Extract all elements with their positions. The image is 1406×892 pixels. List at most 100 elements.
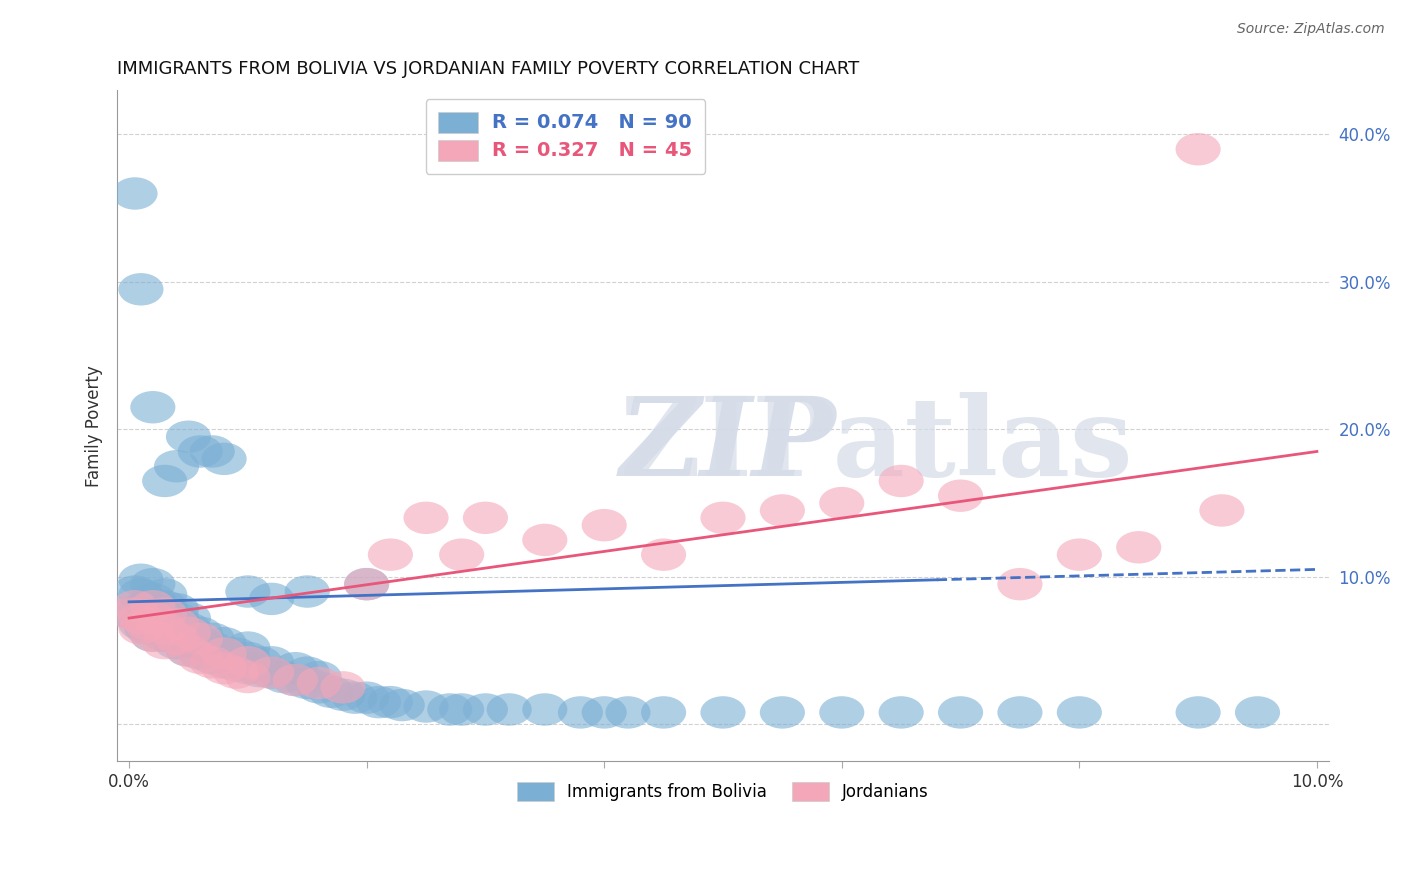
Ellipse shape [238,646,283,679]
Ellipse shape [142,578,187,611]
Text: ZIPatlas: ZIPatlas [620,392,1133,500]
Ellipse shape [427,693,472,726]
Ellipse shape [404,501,449,534]
Ellipse shape [118,602,163,634]
Ellipse shape [938,480,983,512]
Legend: Immigrants from Bolivia, Jordanians: Immigrants from Bolivia, Jordanians [506,771,941,814]
Ellipse shape [321,671,366,704]
Ellipse shape [131,598,176,630]
Ellipse shape [262,661,307,693]
Ellipse shape [166,634,211,666]
Ellipse shape [1116,531,1161,564]
Ellipse shape [368,539,413,571]
Ellipse shape [155,627,200,659]
Ellipse shape [142,627,187,659]
Ellipse shape [142,620,187,652]
Ellipse shape [166,616,211,649]
Ellipse shape [700,501,745,534]
Ellipse shape [225,661,270,693]
Ellipse shape [177,641,224,674]
Ellipse shape [641,697,686,729]
Ellipse shape [463,693,508,726]
Text: ZIP: ZIP [620,392,837,500]
Ellipse shape [112,178,157,210]
Ellipse shape [225,575,270,607]
Ellipse shape [142,612,187,645]
Ellipse shape [110,598,155,630]
Ellipse shape [201,637,246,670]
Ellipse shape [297,661,342,693]
Ellipse shape [1234,697,1279,729]
Ellipse shape [177,627,224,659]
Ellipse shape [177,637,224,670]
Ellipse shape [238,655,283,688]
Ellipse shape [356,686,401,718]
Ellipse shape [131,391,176,424]
Ellipse shape [166,623,211,655]
Ellipse shape [879,697,924,729]
Ellipse shape [201,637,246,670]
Ellipse shape [297,666,342,699]
Ellipse shape [155,450,200,483]
Ellipse shape [522,524,568,556]
Ellipse shape [190,646,235,679]
Ellipse shape [190,632,235,664]
Ellipse shape [879,465,924,497]
Ellipse shape [284,666,330,699]
Ellipse shape [177,616,224,649]
Ellipse shape [124,607,170,640]
Ellipse shape [273,664,318,697]
Ellipse shape [214,637,259,670]
Ellipse shape [131,582,176,615]
Ellipse shape [118,612,163,645]
Ellipse shape [344,681,389,714]
Ellipse shape [1175,697,1220,729]
Ellipse shape [131,620,176,652]
Ellipse shape [820,487,865,519]
Ellipse shape [225,652,270,684]
Ellipse shape [1057,539,1102,571]
Ellipse shape [308,675,353,708]
Ellipse shape [166,612,211,645]
Ellipse shape [273,664,318,697]
Ellipse shape [214,649,259,681]
Ellipse shape [641,539,686,571]
Ellipse shape [124,590,170,623]
Ellipse shape [190,435,235,467]
Ellipse shape [332,681,377,714]
Ellipse shape [225,632,270,664]
Ellipse shape [155,593,200,625]
Ellipse shape [142,612,187,645]
Ellipse shape [404,690,449,723]
Ellipse shape [201,646,246,679]
Text: Source: ZipAtlas.com: Source: ZipAtlas.com [1237,22,1385,37]
Ellipse shape [1057,697,1102,729]
Ellipse shape [997,568,1042,600]
Ellipse shape [190,641,235,674]
Ellipse shape [166,602,211,634]
Ellipse shape [112,575,157,607]
Ellipse shape [486,693,531,726]
Ellipse shape [368,686,413,718]
Ellipse shape [606,697,651,729]
Ellipse shape [131,605,176,637]
Ellipse shape [131,568,176,600]
Ellipse shape [131,602,176,634]
Ellipse shape [297,671,342,704]
Ellipse shape [166,420,211,453]
Ellipse shape [759,494,806,526]
Ellipse shape [344,568,389,600]
Ellipse shape [1199,494,1244,526]
Ellipse shape [108,598,155,630]
Ellipse shape [131,590,176,623]
Ellipse shape [142,590,187,623]
Ellipse shape [142,465,187,497]
Ellipse shape [177,623,224,655]
Ellipse shape [155,602,200,634]
Ellipse shape [112,590,157,623]
Ellipse shape [321,679,366,711]
Ellipse shape [1175,133,1220,165]
Text: IMMIGRANTS FROM BOLIVIA VS JORDANIAN FAMILY POVERTY CORRELATION CHART: IMMIGRANTS FROM BOLIVIA VS JORDANIAN FAM… [117,60,859,78]
Ellipse shape [522,693,568,726]
Ellipse shape [190,623,235,655]
